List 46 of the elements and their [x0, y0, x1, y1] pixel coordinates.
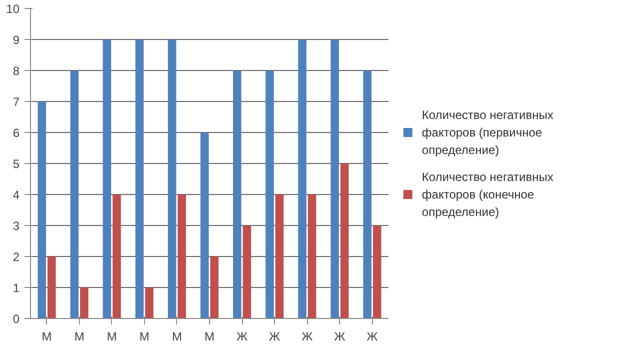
bar: [112, 194, 121, 318]
bar: [145, 288, 154, 318]
bar: [70, 70, 79, 318]
y-tick-label: 5: [12, 157, 20, 171]
x-tick-label: Ж: [334, 330, 346, 344]
y-tick-label: 0: [12, 312, 20, 326]
legend-label: Количество негативных факторов (первичное определение): [422, 108, 554, 157]
bar: [372, 226, 382, 318]
bar: [275, 194, 284, 318]
y-tick-label: 3: [12, 219, 20, 233]
x-tick-label: М: [106, 330, 117, 344]
bar: [178, 194, 186, 318]
y-tick-label: 9: [12, 33, 20, 47]
bar: [102, 40, 112, 318]
legend-label: Количество негативных факторов (конечное определение): [422, 170, 554, 219]
x-tick-label: Ж: [269, 330, 280, 344]
x-tick-label: М: [204, 330, 214, 344]
y-tick-label: 4: [12, 188, 20, 202]
bar: [340, 164, 349, 318]
bar: [298, 40, 306, 318]
y-tick-label: 1: [12, 281, 20, 295]
x-tick-label: Ж: [236, 330, 248, 344]
bar: [48, 256, 56, 318]
y-tick-label: 8: [12, 64, 20, 78]
bar: [200, 132, 209, 318]
bar: [233, 70, 242, 318]
y-tick-label: 6: [12, 126, 20, 140]
y-tick-label: 2: [12, 250, 20, 264]
bar: [80, 288, 88, 318]
bar: [266, 70, 274, 318]
bar: [330, 40, 339, 318]
bar: [242, 226, 252, 318]
bar: [168, 40, 176, 318]
x-tick-label: Ж: [302, 330, 313, 344]
bar: [363, 70, 372, 318]
y-tick-label: 7: [12, 95, 20, 109]
x-tick-label: М: [74, 330, 84, 344]
bar: [308, 194, 316, 318]
x-tick-label: М: [139, 330, 150, 344]
x-tick-label: М: [42, 330, 52, 344]
bar: [38, 102, 46, 318]
bar: [210, 256, 219, 318]
bar: [135, 40, 144, 318]
y-tick-label: 10: [6, 2, 20, 16]
x-tick-label: М: [172, 330, 182, 344]
x-tick-label: Ж: [366, 330, 378, 344]
